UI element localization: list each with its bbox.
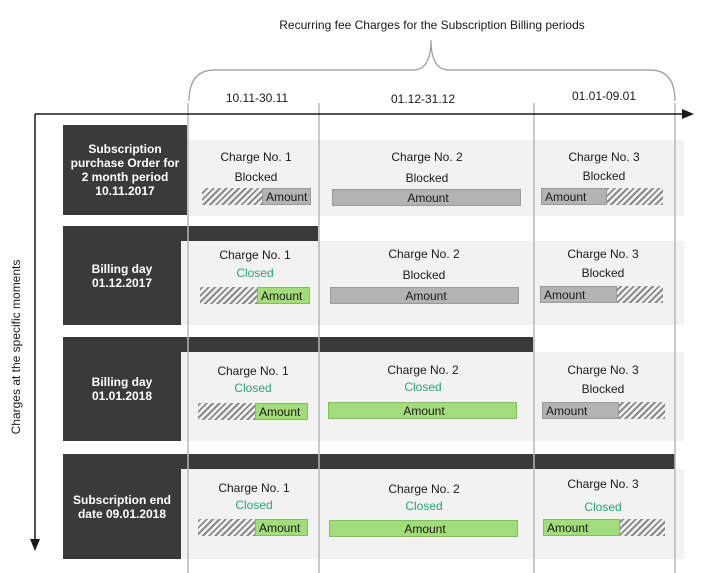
amount-bar: Amount [540, 286, 663, 303]
amount-fill: Amount [255, 519, 308, 536]
charge-name: Charge No. 3 [567, 363, 639, 377]
amount-fill: Amount [329, 520, 518, 537]
row-label-3: Billing day 01.01.2018 [63, 337, 181, 441]
amount-bar: Amount [332, 189, 521, 206]
charge-name: Charge No. 2 [388, 247, 460, 261]
amount-fill: Amount [540, 286, 617, 303]
charge-name: Charge No. 3 [568, 150, 640, 164]
period-label-2: 01.12-31.12 [390, 92, 456, 106]
charge-name: Charge No. 1 [217, 364, 289, 378]
charge-name: Charge No. 3 [567, 247, 639, 261]
period-label-3: 01.01-09.01 [571, 89, 637, 103]
charge-status: Blocked [581, 266, 625, 280]
charge-status: Blocked [581, 382, 625, 396]
diagram-title: Recurring fee Charges for the Subscripti… [279, 18, 585, 32]
amount-fill: Amount [330, 287, 519, 304]
charge-status: Closed [234, 381, 272, 395]
amount-fill: Amount [541, 188, 607, 205]
amount-bar: Amount [198, 403, 308, 420]
charge-status: Blocked [582, 169, 626, 183]
y-axis-label: Charges at the specific moments [9, 259, 23, 435]
amount-hatched-portion [200, 287, 257, 304]
row-top-bar-4 [181, 454, 675, 469]
amount-hatched-portion [620, 519, 665, 536]
row-label-4: Subscription end date 09.01.2018 [63, 454, 181, 559]
charge-status: Closed [405, 499, 443, 513]
amount-bar: Amount [543, 519, 665, 536]
amount-hatched-portion [619, 402, 665, 419]
amount-bar: Amount [542, 402, 665, 419]
amount-bar: Amount [541, 188, 663, 205]
charge-status: Blocked [405, 171, 449, 185]
amount-bar: Amount [202, 188, 311, 205]
charge-status: Closed [236, 266, 274, 280]
charge-status: Closed [235, 498, 273, 512]
charge-name: Charge No. 1 [220, 150, 292, 164]
charge-name: Charge No. 3 [567, 477, 639, 491]
amount-bar: Amount [328, 402, 517, 419]
amount-bar: Amount [330, 287, 519, 304]
row-background-4 [181, 469, 684, 559]
charge-name: Charge No. 1 [218, 481, 290, 495]
amount-hatched-portion [617, 286, 663, 303]
amount-fill: Amount [542, 402, 619, 419]
charge-name: Charge No. 2 [388, 482, 460, 496]
amount-fill: Amount [262, 188, 311, 205]
period-label-1: 10.11-30.11 [225, 91, 289, 105]
amount-bar: Amount [329, 520, 518, 537]
amount-fill: Amount [328, 402, 517, 419]
row-top-bar-3 [181, 337, 533, 352]
charge-status: Blocked [402, 268, 446, 282]
charge-status: Blocked [234, 170, 278, 184]
row-top-bar-2 [181, 226, 318, 241]
amount-fill: Amount [332, 189, 521, 206]
charge-status: Closed [584, 500, 622, 514]
charge-status: Closed [404, 380, 442, 394]
amount-fill: Amount [257, 287, 310, 304]
amount-bar: Amount [200, 287, 310, 304]
row-background-3 [181, 352, 684, 441]
charge-name: Charge No. 1 [219, 248, 291, 262]
amount-hatched-portion [607, 188, 663, 205]
charge-name: Charge No. 2 [387, 363, 459, 377]
row-background-2 [181, 241, 684, 325]
amount-bar: Amount [198, 519, 308, 536]
amount-hatched-portion [198, 403, 255, 420]
amount-hatched-portion [202, 188, 262, 205]
charge-name: Charge No. 2 [391, 150, 463, 164]
amount-hatched-portion [198, 519, 255, 536]
row-label-1: Subscription purchase Order for 2 month … [63, 125, 187, 215]
amount-fill: Amount [543, 519, 620, 536]
row-label-2: Billing day 01.12.2017 [63, 226, 181, 325]
amount-fill: Amount [255, 403, 308, 420]
